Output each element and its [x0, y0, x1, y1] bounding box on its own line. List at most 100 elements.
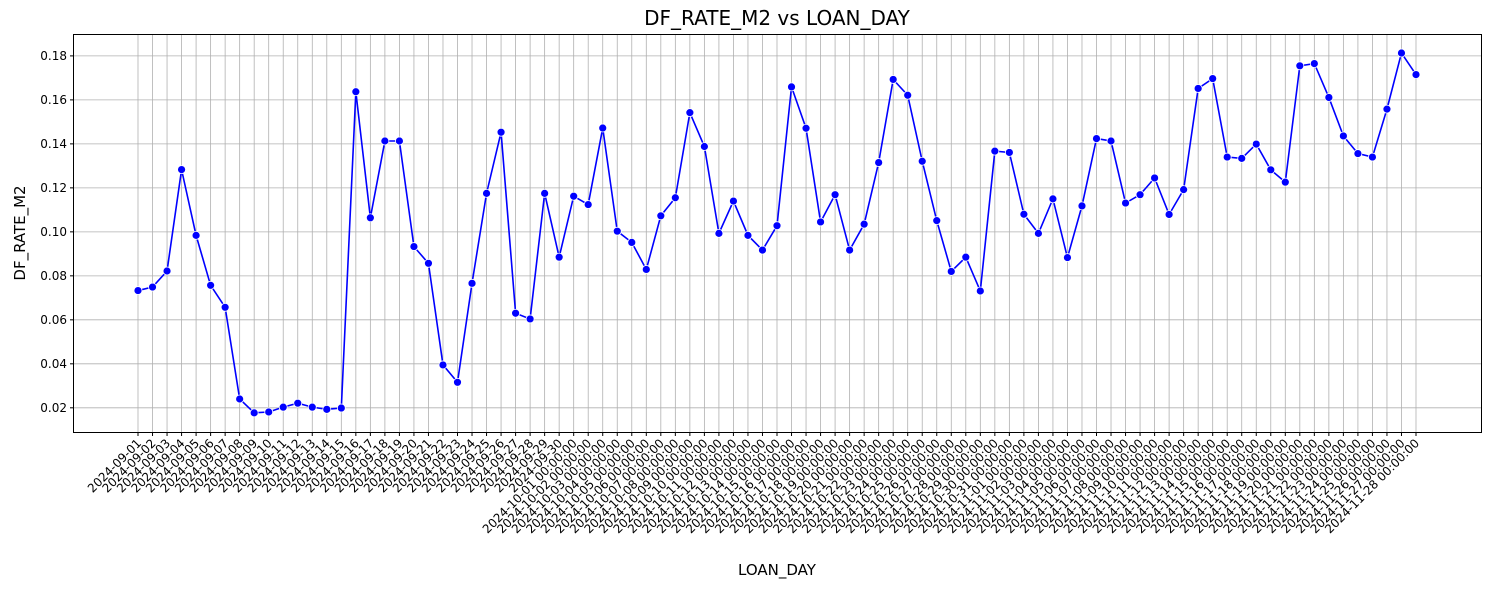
data-point — [554, 252, 564, 262]
data-point — [743, 230, 753, 240]
data-point — [1353, 149, 1363, 158]
data-point — [409, 242, 419, 251]
chart-title: DF_RATE_M2 vs LOAN_DAY — [644, 6, 911, 30]
data-point — [1150, 173, 1159, 183]
data-point — [1382, 104, 1392, 114]
data-point — [612, 226, 622, 236]
data-point — [424, 258, 433, 268]
data-point — [729, 196, 738, 206]
data-point — [888, 75, 898, 84]
data-point — [1411, 70, 1421, 79]
data-point — [307, 402, 317, 412]
data-point — [714, 228, 724, 238]
y-tick-label: 0.18 — [40, 49, 67, 63]
data-point — [903, 90, 913, 100]
y-tick-label: 0.16 — [40, 93, 67, 107]
y-tick-label: 0.10 — [40, 225, 67, 239]
y-tick-label: 0.08 — [40, 269, 67, 283]
data-point — [1135, 190, 1145, 200]
data-point — [482, 188, 491, 198]
data-point — [1092, 134, 1101, 143]
data-point — [336, 403, 346, 413]
y-tick-label: 0.02 — [40, 401, 67, 415]
data-point — [874, 158, 884, 167]
y-axis-label: DF_RATE_M2 — [11, 185, 30, 280]
data-point — [917, 156, 927, 166]
data-point — [816, 217, 825, 227]
data-point — [1208, 74, 1218, 83]
data-point — [975, 286, 985, 296]
data-point — [1004, 148, 1014, 157]
data-point — [801, 123, 811, 133]
data-point — [1324, 93, 1334, 102]
data-point — [932, 216, 942, 226]
data-point — [946, 267, 956, 276]
data-point — [1309, 59, 1319, 68]
data-point — [1019, 209, 1029, 219]
data-point — [365, 213, 375, 223]
data-point — [177, 165, 186, 175]
data-point — [162, 266, 172, 276]
data-point — [206, 280, 216, 290]
data-point — [641, 265, 651, 274]
data-point — [1266, 165, 1276, 175]
plot-area-frame — [73, 34, 1482, 433]
data-point — [598, 123, 608, 133]
x-axis-label: LOAN_DAY — [738, 561, 817, 580]
data-point — [278, 402, 288, 412]
data-point — [1164, 210, 1174, 219]
data-point — [583, 200, 593, 209]
data-point — [569, 191, 579, 201]
y-tick-label: 0.04 — [40, 357, 67, 371]
data-point — [845, 245, 855, 255]
data-point — [322, 404, 332, 414]
data-point — [1193, 84, 1203, 93]
data-point — [656, 211, 666, 221]
data-point — [627, 238, 637, 247]
data-point — [1121, 198, 1130, 208]
data-point — [453, 377, 462, 387]
data-point — [220, 302, 230, 312]
data-point — [525, 314, 535, 324]
data-point — [249, 408, 259, 418]
data-point — [859, 219, 869, 229]
data-point — [235, 394, 245, 404]
data-point — [1397, 48, 1406, 58]
data-point — [467, 278, 477, 288]
data-point — [540, 188, 550, 198]
data-point — [438, 360, 448, 370]
data-point — [264, 407, 274, 417]
data-point — [1179, 185, 1189, 195]
data-point — [1106, 136, 1116, 146]
x-axis-ticks: 2024-09-012024-09-022024-09-032024-09-04… — [85, 432, 1422, 536]
data-point — [351, 87, 361, 97]
data-point — [496, 127, 506, 137]
y-tick-label: 0.12 — [40, 181, 67, 195]
data-point — [293, 398, 303, 408]
data-point — [1295, 61, 1305, 71]
data-point — [990, 146, 1000, 156]
data-point — [961, 252, 971, 262]
data-point — [670, 193, 680, 203]
data-point — [1222, 152, 1232, 162]
data-point — [395, 136, 404, 146]
data-point — [685, 108, 695, 118]
data-point — [1237, 153, 1247, 163]
data-point — [699, 142, 709, 151]
data-point — [1048, 194, 1058, 204]
data-point — [1368, 152, 1377, 162]
data-point — [511, 308, 520, 318]
data-point — [758, 245, 767, 255]
data-point — [1251, 139, 1261, 149]
data-point — [1338, 131, 1348, 141]
data-point — [772, 221, 782, 231]
data-point — [830, 190, 840, 200]
data-point — [191, 230, 201, 240]
data-point — [787, 82, 796, 92]
data-point — [1280, 177, 1290, 187]
data-markers — [133, 48, 1421, 418]
data-point — [1077, 201, 1087, 211]
data-point — [1063, 253, 1072, 262]
